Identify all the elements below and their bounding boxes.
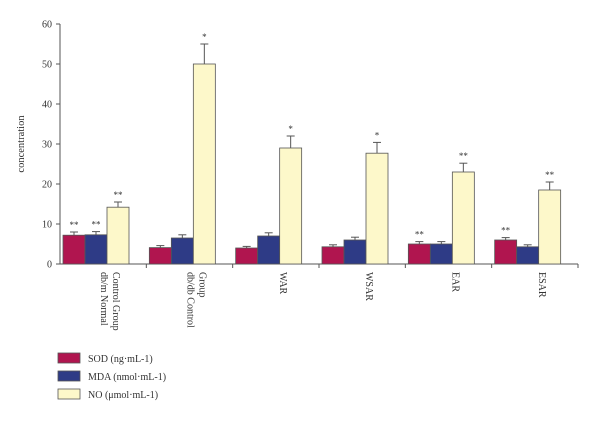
bar-2 (429, 243, 453, 265)
bar-2 (170, 237, 194, 265)
bar-1 (407, 243, 431, 265)
bar-3 (451, 171, 475, 265)
significance-label: ** (415, 230, 425, 240)
category-label: WAR (277, 272, 288, 295)
legend-swatch (57, 370, 81, 382)
bar-2 (343, 239, 367, 265)
y-tick-label: 30 (42, 140, 52, 151)
bar-2 (257, 235, 281, 265)
bar-3 (365, 152, 389, 265)
bar-1 (494, 239, 518, 265)
bar-1 (321, 246, 345, 265)
category-label: EAR (450, 272, 461, 292)
significance-label: * (288, 124, 293, 134)
significance-label: ** (501, 226, 511, 236)
bar-3 (192, 63, 216, 265)
legend-swatch (57, 352, 81, 364)
bar-1 (235, 247, 259, 265)
significance-label: ** (459, 151, 469, 161)
legend-swatch (57, 388, 81, 400)
bar-1 (148, 247, 172, 265)
category-label: Control Group (110, 272, 121, 331)
legend-label: MDA (nmol·mL-1) (88, 372, 166, 383)
bar-3 (538, 189, 562, 265)
bar-3 (279, 147, 303, 265)
bar-1 (62, 234, 86, 265)
y-tick-label: 40 (42, 100, 52, 111)
significance-label: * (375, 130, 380, 140)
y-tick-label: 10 (42, 220, 52, 231)
significance-label: * (202, 32, 207, 42)
significance-label: ** (545, 170, 555, 180)
category-label: db/m Normal (98, 272, 109, 326)
y-axis-title: concentration (16, 115, 27, 173)
y-tick-label: 20 (42, 180, 52, 191)
significance-label: ** (114, 190, 124, 200)
bar-2 (84, 234, 108, 265)
legend-label: NO (μmol·mL-1) (88, 390, 158, 401)
category-label: ESAR (536, 272, 547, 298)
y-tick-label: 0 (47, 260, 52, 271)
significance-label: ** (92, 220, 102, 230)
bar-2 (516, 246, 540, 265)
y-tick-label: 60 (42, 20, 52, 31)
category-label: db/db Control (185, 272, 196, 328)
legend-label: SOD (ng·mL-1) (88, 354, 153, 365)
bar-3 (106, 206, 130, 265)
y-tick-label: 50 (42, 60, 52, 71)
category-label: Group (197, 272, 208, 298)
category-label: WSAR (363, 272, 374, 301)
significance-label: ** (70, 220, 80, 230)
